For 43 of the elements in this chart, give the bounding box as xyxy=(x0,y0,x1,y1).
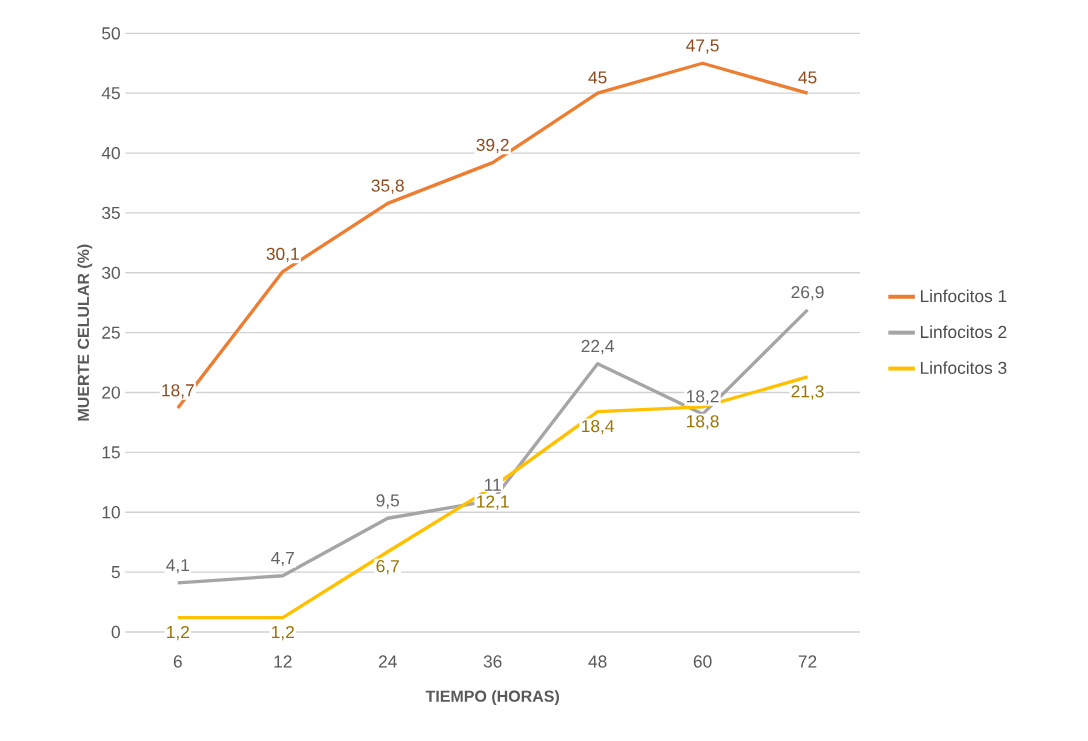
data-label: 18,8 xyxy=(687,415,719,430)
data-label: 47,5 xyxy=(686,39,719,54)
y-tick-label: 20 xyxy=(102,386,120,399)
y-axis-title: MUERTE CELULAR (%) xyxy=(77,244,93,421)
y-tick-label: 25 xyxy=(102,326,120,339)
y-tick-label: 45 xyxy=(101,86,120,100)
data-label: 18,4 xyxy=(582,419,614,435)
legend-label: Linfocitos 1 xyxy=(920,289,1007,303)
data-label: 30,1 xyxy=(266,247,299,262)
data-label: 18,2 xyxy=(687,390,719,405)
x-tick-label: 12 xyxy=(274,655,292,668)
x-tick-label: 72 xyxy=(798,655,817,668)
legend-label: Linfocitos 3 xyxy=(920,361,1007,374)
y-tick-label: 10 xyxy=(102,505,120,519)
x-tick-label: 60 xyxy=(693,655,712,668)
data-label: 21,3 xyxy=(791,385,824,400)
x-tick-label: 36 xyxy=(483,655,502,668)
data-label: 26,9 xyxy=(791,285,824,301)
data-label: 45 xyxy=(588,71,607,84)
data-label: 6,7 xyxy=(376,559,399,575)
data-label: 4,7 xyxy=(271,551,294,566)
y-tick-label: 30 xyxy=(102,266,120,279)
data-label: 45 xyxy=(798,71,817,84)
data-label: 39,2 xyxy=(476,138,509,153)
data-label: 11 xyxy=(484,478,501,491)
y-tick-label: 50 xyxy=(102,27,120,40)
data-label: 22,4 xyxy=(581,339,614,355)
data-label: 1,2 xyxy=(272,625,294,641)
data-label: 18,7 xyxy=(162,384,194,399)
data-label: 35,8 xyxy=(371,179,404,194)
x-tick-label: 48 xyxy=(588,655,607,668)
x-axis-title: TIEMPO (HORAS) xyxy=(425,689,559,705)
y-tick-label: 0 xyxy=(111,625,120,638)
data-label: 9,5 xyxy=(376,494,400,509)
x-tick-label: 24 xyxy=(378,655,397,668)
y-tick-label: 40 xyxy=(101,146,120,160)
y-tick-label: 35 xyxy=(102,206,120,219)
data-label: 4,1 xyxy=(166,559,190,574)
y-tick-label: 5 xyxy=(111,565,120,579)
data-label: 1,2 xyxy=(167,625,189,641)
legend-label: Linfocitos 2 xyxy=(920,325,1007,338)
y-tick-label: 15 xyxy=(102,446,120,459)
x-tick-label: 6 xyxy=(173,655,182,668)
